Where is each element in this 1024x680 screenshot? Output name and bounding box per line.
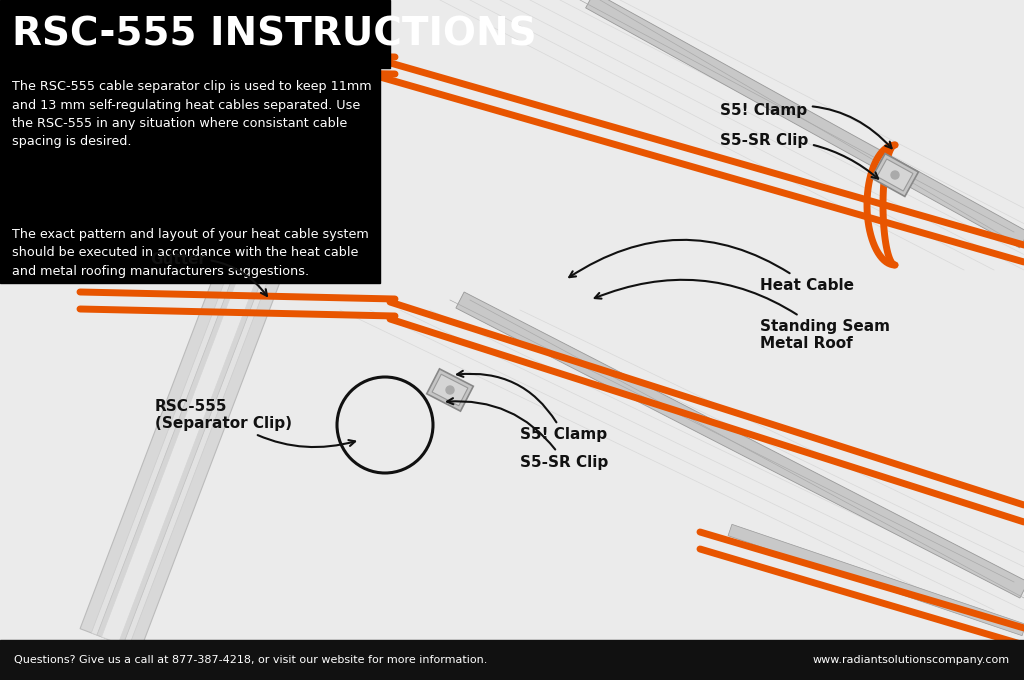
Polygon shape bbox=[80, 49, 359, 651]
Text: S5-SR Clip: S5-SR Clip bbox=[720, 133, 879, 179]
Circle shape bbox=[446, 386, 454, 394]
Polygon shape bbox=[728, 524, 1024, 636]
Bar bbox=[0, 640, 1024, 680]
Text: S5! Clamp: S5! Clamp bbox=[457, 371, 607, 443]
Polygon shape bbox=[101, 57, 338, 643]
Text: The exact pattern and layout of your heat cable system
should be executed in acc: The exact pattern and layout of your hea… bbox=[12, 228, 369, 278]
Polygon shape bbox=[97, 55, 343, 645]
Polygon shape bbox=[456, 292, 1024, 598]
Polygon shape bbox=[586, 0, 1024, 248]
Text: S5! Clamp: S5! Clamp bbox=[720, 103, 892, 148]
Text: The RSC-555 cable separator clip is used to keep 11mm
and 13 mm self-regulating : The RSC-555 cable separator clip is used… bbox=[12, 80, 372, 148]
Text: Heat Cable: Heat Cable bbox=[569, 240, 854, 292]
Polygon shape bbox=[91, 53, 349, 647]
Polygon shape bbox=[877, 159, 913, 191]
Text: S5-SR Clip: S5-SR Clip bbox=[447, 398, 608, 469]
Text: RSC-555 INSTRUCTIONS: RSC-555 INSTRUCTIONS bbox=[12, 15, 537, 53]
Bar bbox=[0, 68, 380, 283]
Circle shape bbox=[891, 171, 899, 179]
Bar bbox=[0, 0, 390, 68]
Text: Gutter: Gutter bbox=[150, 252, 267, 296]
Polygon shape bbox=[427, 369, 473, 411]
Polygon shape bbox=[432, 374, 468, 406]
Text: Standing Seam
Metal Roof: Standing Seam Metal Roof bbox=[595, 279, 890, 351]
Text: www.radiantsolutionscompany.com: www.radiantsolutionscompany.com bbox=[813, 655, 1010, 665]
Text: RSC-555
(Separator Clip): RSC-555 (Separator Clip) bbox=[155, 398, 355, 447]
Text: Questions? Give us a call at 877-387-4218, or visit our website for more informa: Questions? Give us a call at 877-387-421… bbox=[14, 655, 487, 665]
Polygon shape bbox=[871, 154, 919, 197]
